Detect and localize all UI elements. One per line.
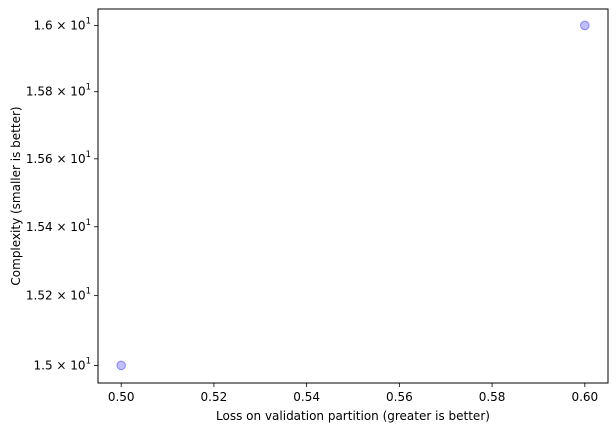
y-tick-label: 1.52 × 101 [26, 287, 91, 303]
data-point [580, 20, 590, 31]
data-point [116, 360, 126, 371]
y-tick-label: 1.6 × 101 [34, 16, 91, 32]
y-tick-label: 1.58 × 101 [26, 83, 91, 99]
x-tick-label: 0.60 [571, 390, 598, 404]
y-tick-label: 1.5 × 101 [34, 356, 91, 372]
x-tick-label: 0.58 [479, 390, 506, 404]
y-axis-ticks: 1.5 × 101 1.52 × 101 1.54 × 101 1.56 × 101 1… [26, 16, 98, 372]
y-tick-label: 1.54 × 101 [26, 218, 91, 234]
x-tick-label: 0.54 [293, 390, 320, 404]
x-axis-label: Loss on validation partition (greater is… [216, 409, 490, 423]
x-axis-ticks: 0.50 0.52 0.54 0.56 0.58 0.60 [108, 383, 598, 404]
x-tick-label: 0.50 [108, 390, 135, 404]
data-points [116, 20, 590, 371]
y-axis-label: Complexity (smaller is better) [9, 106, 23, 285]
plot-frame [97, 8, 609, 384]
plot-border [97, 8, 609, 384]
x-tick-label: 0.52 [201, 390, 228, 404]
x-tick-label: 0.56 [386, 390, 413, 404]
y-tick-label: 1.56 × 101 [26, 150, 91, 166]
